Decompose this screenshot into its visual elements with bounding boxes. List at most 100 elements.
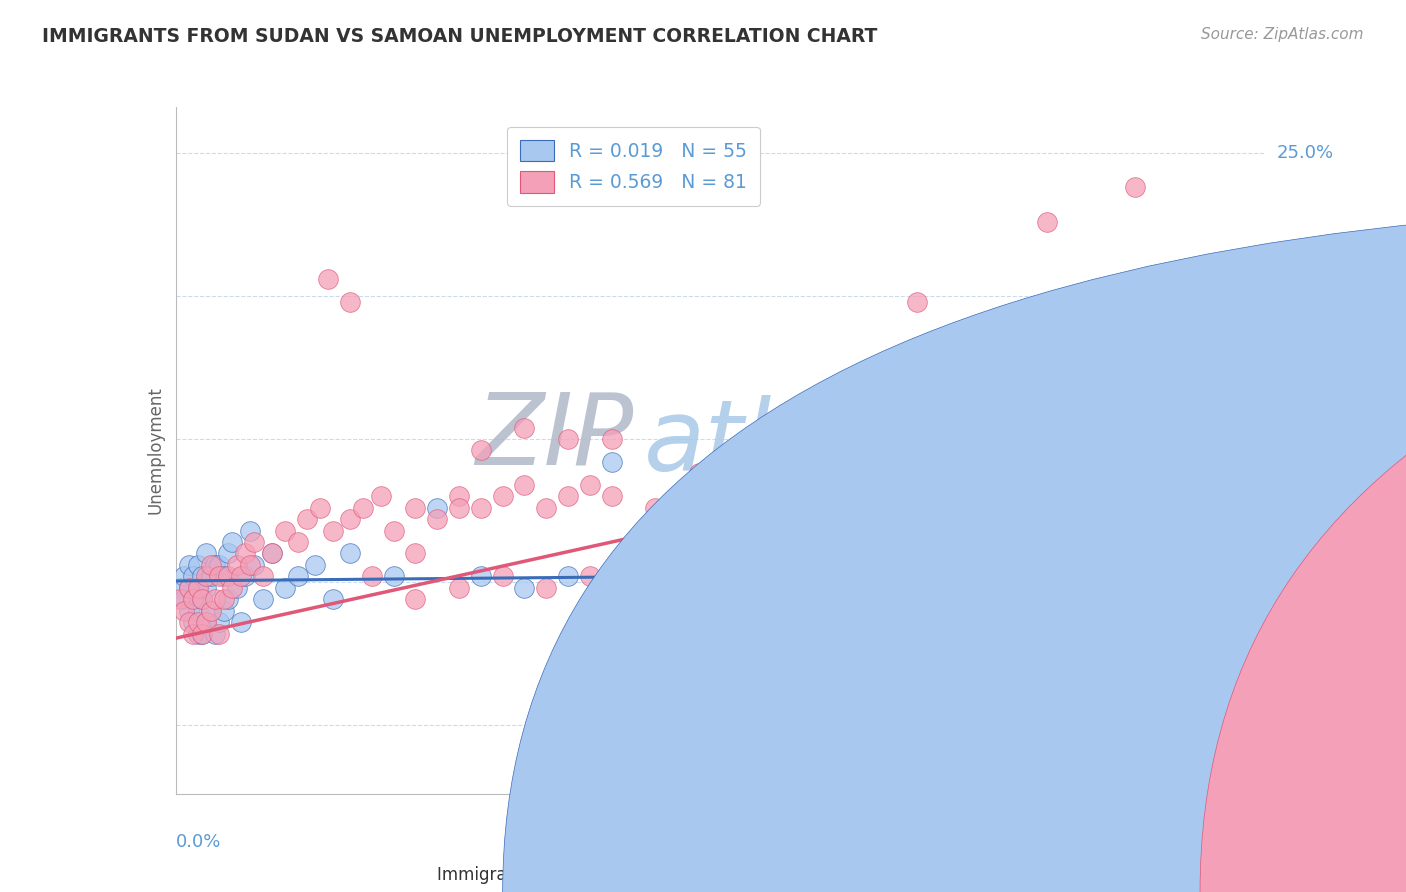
Point bbox=[217, 546, 239, 561]
Point bbox=[252, 569, 274, 583]
Point bbox=[993, 455, 1015, 469]
Point bbox=[688, 467, 710, 481]
Text: ZIP: ZIP bbox=[475, 388, 633, 485]
Point bbox=[274, 581, 297, 595]
Point bbox=[260, 546, 283, 561]
Point bbox=[862, 569, 884, 583]
Point bbox=[318, 271, 340, 285]
Point bbox=[225, 558, 247, 572]
Point bbox=[208, 626, 231, 640]
Point bbox=[173, 604, 195, 618]
Point bbox=[339, 512, 361, 526]
Text: 12.5%: 12.5% bbox=[1277, 430, 1334, 448]
Point bbox=[322, 524, 344, 538]
Point bbox=[1167, 409, 1189, 424]
Point bbox=[200, 604, 222, 618]
Text: Source: ZipAtlas.com: Source: ZipAtlas.com bbox=[1201, 27, 1364, 42]
FancyBboxPatch shape bbox=[1201, 205, 1406, 892]
Point bbox=[492, 489, 515, 503]
Point bbox=[928, 569, 950, 583]
Point bbox=[405, 546, 427, 561]
Point bbox=[322, 592, 344, 607]
Point bbox=[534, 581, 557, 595]
Point bbox=[204, 592, 226, 607]
Point bbox=[775, 455, 797, 469]
Point bbox=[217, 569, 239, 583]
Point bbox=[513, 581, 536, 595]
Point bbox=[534, 500, 557, 515]
Point bbox=[405, 500, 427, 515]
Point bbox=[252, 592, 274, 607]
Point bbox=[470, 443, 492, 458]
Text: atlas: atlas bbox=[644, 395, 886, 492]
Point bbox=[644, 500, 666, 515]
Point bbox=[181, 592, 204, 607]
Point bbox=[204, 626, 226, 640]
Point bbox=[173, 569, 195, 583]
Text: IMMIGRANTS FROM SUDAN VS SAMOAN UNEMPLOYMENT CORRELATION CHART: IMMIGRANTS FROM SUDAN VS SAMOAN UNEMPLOY… bbox=[42, 27, 877, 45]
Point bbox=[600, 455, 623, 469]
Point bbox=[287, 569, 309, 583]
Point bbox=[949, 478, 972, 492]
Point bbox=[304, 558, 326, 572]
Point bbox=[426, 512, 449, 526]
Point bbox=[200, 604, 222, 618]
Point bbox=[1080, 432, 1102, 446]
Point bbox=[231, 569, 253, 583]
Point bbox=[557, 489, 579, 503]
Text: 0.0%: 0.0% bbox=[176, 833, 221, 851]
Point bbox=[208, 615, 231, 630]
Point bbox=[181, 592, 204, 607]
Point bbox=[775, 569, 797, 583]
Point bbox=[181, 615, 204, 630]
Point bbox=[208, 569, 231, 583]
Point bbox=[600, 432, 623, 446]
Point bbox=[186, 626, 209, 640]
Point bbox=[447, 500, 470, 515]
Point bbox=[169, 581, 191, 595]
Point bbox=[579, 478, 602, 492]
Point bbox=[191, 626, 214, 640]
Point bbox=[557, 569, 579, 583]
Point bbox=[243, 558, 266, 572]
Point bbox=[557, 432, 579, 446]
Point bbox=[688, 512, 710, 526]
Point bbox=[186, 558, 209, 572]
Point bbox=[905, 478, 928, 492]
Point bbox=[181, 626, 204, 640]
Point bbox=[513, 420, 536, 434]
Point bbox=[360, 569, 382, 583]
Point bbox=[235, 546, 257, 561]
Point bbox=[195, 615, 218, 630]
Point bbox=[191, 569, 214, 583]
Point bbox=[295, 512, 318, 526]
Point bbox=[447, 489, 470, 503]
Point bbox=[208, 558, 231, 572]
Y-axis label: Unemployment: Unemployment bbox=[146, 386, 165, 515]
Point bbox=[688, 569, 710, 583]
Point bbox=[352, 500, 374, 515]
Point bbox=[186, 615, 209, 630]
Point bbox=[274, 524, 297, 538]
Text: 6.3%: 6.3% bbox=[1277, 573, 1322, 591]
Point bbox=[243, 535, 266, 549]
Point bbox=[195, 546, 218, 561]
Point bbox=[217, 592, 239, 607]
Point bbox=[195, 615, 218, 630]
Point bbox=[235, 569, 257, 583]
Point bbox=[905, 294, 928, 309]
Point bbox=[339, 294, 361, 309]
Point bbox=[173, 592, 195, 607]
Point bbox=[308, 500, 330, 515]
Point bbox=[191, 592, 214, 607]
Point bbox=[862, 500, 884, 515]
Point bbox=[212, 592, 235, 607]
Point bbox=[191, 592, 214, 607]
Point bbox=[492, 569, 515, 583]
Point bbox=[221, 535, 243, 549]
Point bbox=[195, 581, 218, 595]
Point bbox=[191, 626, 214, 640]
Point bbox=[204, 558, 226, 572]
Point bbox=[426, 500, 449, 515]
Point bbox=[177, 581, 200, 595]
